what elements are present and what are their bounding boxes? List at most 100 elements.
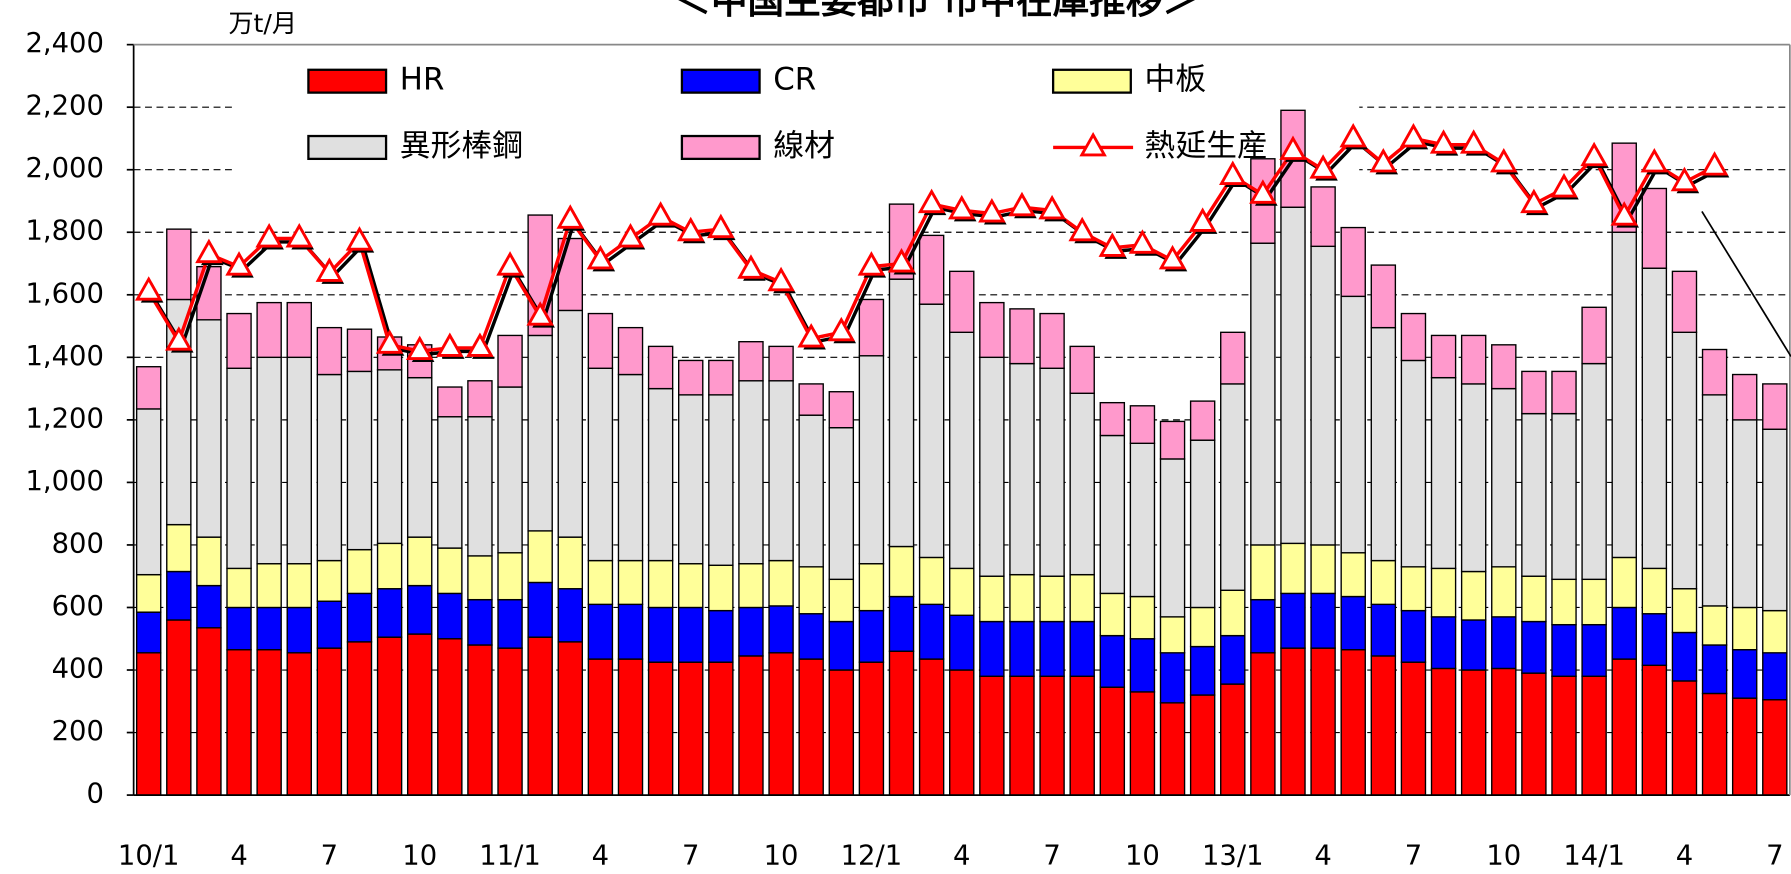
bar-segment [979,356,1005,577]
bar-segment [497,647,523,796]
bar-segment [1250,544,1276,601]
bar-segment [1521,672,1547,796]
marker [134,276,163,301]
y-tick-label: 800 [52,528,104,559]
marker [1098,232,1127,257]
bar-segment [527,581,553,638]
bar-segment [1762,383,1788,430]
marker [466,332,494,357]
marker [1158,244,1187,270]
marker [436,332,464,357]
bar-segment [708,564,734,612]
bar-segment [346,592,373,643]
marker [1339,122,1367,148]
bar-segment [1159,458,1186,618]
y-tick-label: 1,200 [25,403,103,434]
bar-segment [256,606,282,651]
marker [255,223,283,248]
bar-segment [1611,556,1637,609]
legend-label: HR [400,62,445,98]
y-tick-label: 200 [52,716,104,747]
bar-segment [1762,428,1788,612]
bar-segment [286,356,312,565]
bar-segment [1009,675,1035,796]
bar-segment [949,567,975,616]
bar-segment [617,603,644,660]
bar-segment [1220,634,1246,685]
marker [1219,160,1247,185]
bar-segment [708,661,734,796]
bar-segment [1370,559,1397,606]
bar-segment [1039,367,1065,577]
bar-segment [1250,598,1276,654]
bar-segment [316,326,343,376]
marker [707,213,735,239]
bar-segment [1340,226,1366,298]
y-tick-label: 2,200 [25,91,103,122]
bar-segment [1099,434,1126,595]
bar-segment [587,658,614,796]
bar-segment [1731,373,1758,421]
marker [345,226,374,251]
bars [135,109,1788,796]
marker [737,254,765,279]
bar-segment [1069,392,1095,576]
y-tick-label: 1,600 [25,278,103,309]
bar-segment [678,661,704,796]
bar-segment [888,545,915,598]
bar-segment [437,547,463,595]
bar-segment [1099,634,1126,688]
bar-segment [1701,692,1728,796]
bar-segment [1762,652,1788,701]
marker [1610,201,1638,226]
bar-segment [166,570,192,621]
bar-segment [1671,588,1698,634]
x-tick-label: 10 [764,840,799,871]
bar-segment [1310,592,1336,649]
legend-marker [1079,131,1107,157]
annotation-line [1701,210,1791,357]
bar-segment [1189,439,1216,609]
marker [405,335,434,361]
bar-segment [256,356,282,565]
bar-segment [467,555,493,601]
bar-segment [1701,394,1728,607]
x-tick-label: 7 [1405,840,1422,871]
marker [947,194,976,220]
marker [1520,188,1548,214]
bar-segment [1129,691,1156,796]
bar-segment [1370,603,1397,657]
bar-segment [1460,570,1487,621]
bar-segment [1551,412,1577,581]
bar-segment [678,606,704,663]
bar-segment [1370,326,1397,562]
bar-segment [316,373,343,562]
bar-segment [1310,245,1336,546]
bar-segment [798,658,824,796]
bar-segment [828,578,855,623]
x-tick-label: 14/1 [1563,840,1625,871]
bar-segment [286,301,312,359]
bar-segment [497,552,523,601]
bar-segment [226,649,252,796]
bar-segment [617,373,644,562]
legend-swatch [1051,68,1132,94]
bar-segment [1159,616,1186,654]
bar-segment [437,592,463,640]
bar-segment [406,536,433,587]
bar-segment [1551,623,1577,677]
marker [978,198,1006,223]
bar-segment [678,359,704,396]
bar-segment [226,606,252,651]
marker [676,216,705,242]
bar-segment [1491,566,1517,618]
bar-segment [1731,419,1758,609]
bar-segment [135,652,162,796]
bar-segment [1641,187,1668,269]
marker [1038,194,1066,220]
axes: 0 200 400 600 800 1,000 1,200 1,400 1,600 1,800 2,… [25,28,1791,871]
x-tick-label: 4 [1676,840,1693,871]
x-tick-label: 12/1 [841,840,903,871]
bar-segment [678,563,704,609]
